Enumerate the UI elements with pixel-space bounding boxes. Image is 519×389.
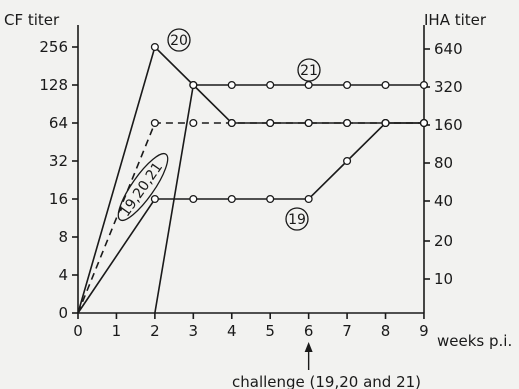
right-axis-title: IHA titer (424, 11, 487, 29)
x-tick-label: 3 (189, 322, 199, 340)
x-tick-label: 0 (73, 322, 83, 340)
data-point (151, 196, 158, 203)
series-line-20 (78, 47, 424, 313)
data-point (267, 196, 274, 203)
data-point (382, 82, 389, 89)
right-tick-label: 10 (434, 270, 453, 288)
right-tick-label: 320 (434, 78, 463, 96)
x-tick-label: 7 (342, 322, 352, 340)
data-point (344, 158, 351, 165)
series-20 (78, 44, 427, 313)
series-tag-19: 19 (288, 212, 306, 228)
left-axis-title: CF titer (4, 11, 60, 29)
right-tick-label: 40 (434, 192, 453, 210)
left-tick-label: 0 (58, 304, 68, 322)
left-tick-label: 128 (39, 76, 68, 94)
x-tick-label: 1 (112, 322, 122, 340)
data-point (190, 196, 197, 203)
x-tick-label: 2 (150, 322, 160, 340)
data-point (305, 120, 312, 127)
x-tick-label: 8 (381, 322, 391, 340)
data-point (228, 120, 235, 127)
data-point (305, 196, 312, 203)
data-point (228, 82, 235, 89)
data-point (305, 82, 312, 89)
left-tick-label: 256 (39, 38, 68, 56)
series-tag-19-20-21: 19,20,21 (117, 160, 166, 220)
data-point (382, 120, 389, 127)
left-tick-label: 8 (58, 228, 68, 246)
left-tick-label: 4 (58, 266, 68, 284)
x-tick-label: 6 (304, 322, 314, 340)
data-point (151, 120, 158, 127)
data-point (151, 44, 158, 51)
right-tick-label: 80 (434, 154, 453, 172)
data-point (190, 120, 197, 127)
challenge-arrow-head (305, 342, 313, 352)
left-tick-label: 64 (49, 114, 68, 132)
x-axis-label: weeks p.i. (437, 332, 512, 350)
data-point (344, 82, 351, 89)
data-point (190, 82, 197, 89)
data-point (267, 82, 274, 89)
x-tick-label: 4 (227, 322, 237, 340)
data-point (228, 196, 235, 203)
series-tag-21: 21 (300, 63, 318, 79)
right-tick-label: 640 (434, 40, 463, 58)
series-tag-20: 20 (170, 33, 188, 49)
data-point (421, 82, 428, 89)
left-tick-label: 32 (49, 152, 68, 170)
challenge-annotation: challenge (19,20 and 21) (232, 373, 421, 389)
series-layer (78, 29, 427, 313)
data-point (344, 120, 351, 127)
chart-axes: 0 1 2 3 4 5 6 7 8 9 0 4 8 16 32 64 128 256 10 20 40 80 160 320 6… (39, 25, 462, 370)
data-point (421, 120, 428, 127)
x-tick-label: 5 (265, 322, 275, 340)
left-tick-label: 16 (49, 190, 68, 208)
data-point (267, 120, 274, 127)
right-tick-label: 20 (434, 232, 453, 250)
right-tick-label: 160 (434, 116, 463, 134)
x-tick-label: 9 (419, 322, 429, 340)
